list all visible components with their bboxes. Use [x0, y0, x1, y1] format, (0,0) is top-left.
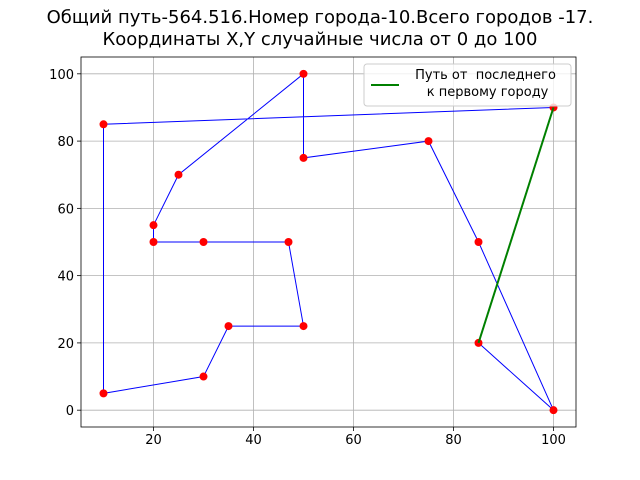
- x-tick-label: 40: [245, 433, 262, 448]
- series-line: [477, 107, 555, 344]
- city-marker: [174, 170, 183, 179]
- city-marker: [224, 322, 233, 331]
- y-tick-label: 80: [57, 135, 74, 150]
- axes-frame: [80, 56, 577, 428]
- city-marker: [299, 322, 308, 331]
- city-marker: [99, 120, 108, 129]
- city-marker: [149, 238, 158, 246]
- city-marker: [199, 238, 208, 246]
- chart-title: Общий путь-564.516.Номер города-10.Всего…: [46, 7, 594, 50]
- city-marker: [424, 137, 433, 146]
- city-marker: [299, 153, 308, 162]
- y-tick-label: 100: [49, 68, 74, 83]
- legend-box: [363, 63, 572, 107]
- y-tick-label: 0: [66, 404, 74, 419]
- x-tick-label: 80: [445, 433, 462, 448]
- city-marker: [199, 372, 208, 381]
- city-marker: [299, 69, 308, 78]
- x-tick-label: 20: [145, 433, 162, 448]
- city-marker: [549, 406, 558, 415]
- city-marker: [99, 389, 108, 398]
- city-marker: [474, 238, 483, 246]
- series-line: [103, 72, 554, 411]
- y-tick-label: 60: [57, 202, 74, 217]
- y-tick-label: 20: [57, 337, 74, 352]
- legend-label: Путь от последнего к первому городу: [415, 68, 556, 100]
- y-tick-label: 40: [57, 270, 74, 285]
- x-tick-label: 60: [345, 433, 362, 448]
- city-marker: [284, 238, 293, 246]
- city-marker: [149, 221, 158, 230]
- x-tick-label: 100: [541, 433, 566, 448]
